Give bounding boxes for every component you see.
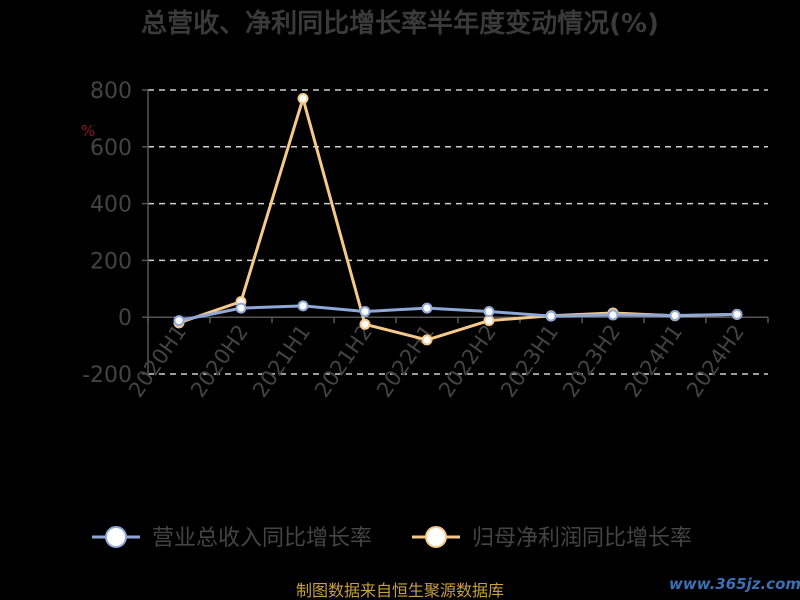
x-axis-ticks: 2020H12020H22021H12021H22022H12022H22023… — [124, 320, 749, 401]
x-tick-label: 2021H2 — [310, 320, 377, 401]
x-tick-label: 2023H1 — [496, 320, 563, 401]
x-tick-label: 2024H1 — [620, 320, 687, 401]
data-source-note: 制图数据来自恒生聚源数据库 — [296, 581, 504, 600]
axes — [142, 89, 769, 375]
data-point-s0-6 — [545, 310, 557, 322]
y-axis-unit: % — [81, 122, 95, 140]
y-tick-label: 800 — [90, 79, 132, 104]
series-line-0 — [178, 304, 738, 323]
legend-label-0: 营业总收入同比增长率 — [152, 526, 372, 551]
data-point-s0-1 — [235, 302, 247, 314]
legend: 营业总收入同比增长率 归母净利润同比增长率 — [92, 526, 692, 551]
x-tick-label: 2020H1 — [124, 320, 191, 401]
data-point-s0-2 — [297, 300, 309, 312]
data-point-s0-5 — [483, 306, 495, 318]
y-tick-label: 0 — [118, 306, 132, 331]
data-point-s0-4 — [421, 302, 433, 314]
y-tick-label: -200 — [82, 363, 132, 388]
x-tick-label: 2021H1 — [248, 320, 315, 401]
x-tick-label: 2023H2 — [558, 320, 625, 401]
chart-title: 总营收、净利同比增长率半年度变动情况(%) — [141, 8, 659, 39]
data-point-s0-8 — [669, 309, 681, 321]
data-point-s1-4 — [421, 334, 433, 346]
data-point-s0-3 — [359, 306, 371, 318]
legend-marker-1 — [425, 526, 447, 548]
x-tick-label: 2020H2 — [186, 320, 253, 401]
series-line-1 — [178, 97, 738, 342]
data-point-s1-3 — [359, 318, 371, 330]
legend-marker-0 — [105, 526, 127, 548]
x-tick-label: 2022H1 — [372, 320, 439, 401]
legend-label-1: 归母净利润同比增长率 — [472, 526, 692, 551]
x-tick-label: 2024H2 — [682, 320, 749, 401]
watermark: www.365jz.com — [669, 575, 800, 593]
y-tick-label: 200 — [90, 249, 132, 274]
y-axis-ticks: 800 600 400 200 0 -200 — [82, 79, 132, 388]
data-point-s0-7 — [607, 309, 619, 321]
data-point-s0-9 — [731, 308, 743, 320]
data-point-s0-0 — [173, 315, 185, 327]
data-point-s1-2 — [297, 93, 309, 105]
x-tick-label: 2022H2 — [434, 320, 501, 401]
series-lines — [173, 93, 743, 346]
data-point-s1-5 — [483, 315, 495, 327]
y-tick-label: 400 — [90, 193, 132, 218]
y-tick-label: 600 — [90, 136, 132, 161]
